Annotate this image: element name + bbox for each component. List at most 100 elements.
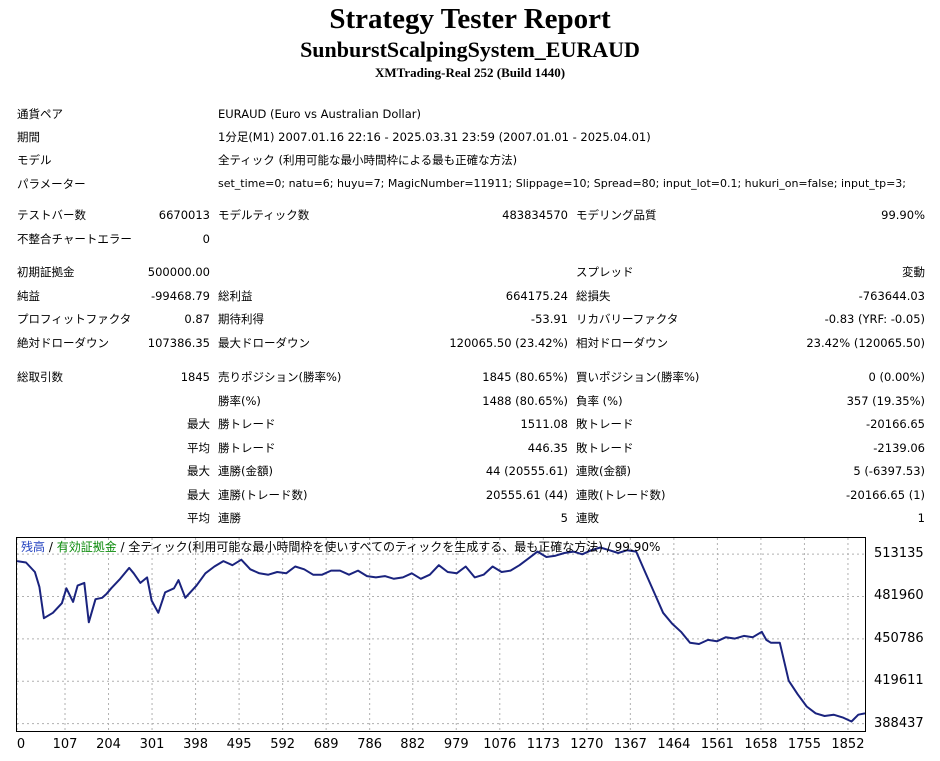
- max-consec-win-value: 44 (20555.61): [485, 464, 568, 478]
- max-dd-value: 120065.50 (23.42%): [449, 336, 568, 350]
- x-tick-label-3: 301: [139, 737, 165, 752]
- pf-value: 0.87: [184, 312, 210, 326]
- legend-equity: 有効証拠金: [56, 540, 117, 554]
- net-value: -99468.79: [150, 289, 210, 303]
- winrate-value: 1488 (80.65%): [482, 394, 568, 408]
- chart-plot: [17, 538, 865, 731]
- spread-label: スプレッド: [576, 265, 634, 279]
- max-consec-loss-value: 5 (-6397.53): [853, 464, 925, 478]
- gross-loss-label: 総損失: [576, 289, 611, 303]
- spread-value: 変動: [902, 265, 925, 279]
- avg-consec-win-label: 連勝: [218, 511, 241, 525]
- x-tick-label-15: 1464: [657, 737, 691, 752]
- avg-consec-win-value: 5: [560, 511, 568, 525]
- chart-legend: 残高 / 有効証拠金 / 全ティック(利用可能な最小時間枠を使いすべてのティック…: [21, 540, 660, 555]
- x-tick-label-11: 1076: [483, 737, 517, 752]
- period-label: 期間: [17, 130, 40, 144]
- total-trades-value: 1845: [180, 370, 210, 384]
- long-label: 買いポジション(勝率%): [576, 370, 700, 384]
- pf-label: プロフィットファクタ: [17, 312, 132, 326]
- avg-loss-value: -2139.06: [873, 441, 925, 455]
- largest-win-value: 1511.08: [520, 417, 568, 431]
- model-label: モデル: [17, 153, 52, 167]
- long-value: 0 (0.00%): [868, 370, 925, 384]
- x-tick-label-9: 882: [400, 737, 426, 752]
- legend-balance: 残高: [21, 540, 46, 554]
- x-tick-label-10: 979: [443, 737, 469, 752]
- rel-dd-label: 相対ドローダウン: [576, 336, 668, 350]
- x-tick-label-14: 1367: [613, 737, 647, 752]
- expected-value: -53.91: [530, 312, 568, 326]
- x-tick-label-0: 0: [16, 737, 26, 752]
- max-consec-win-label: 連勝(金額): [218, 464, 273, 478]
- largest-loss-value: -20166.65: [865, 417, 925, 431]
- lossrate-value: 357 (19.35%): [846, 394, 925, 408]
- avg-label-2: 平均: [187, 511, 210, 525]
- params-label: パラメーター: [17, 177, 86, 191]
- deposit-value: 500000.00: [147, 265, 210, 279]
- bars-value: 6670013: [158, 208, 210, 222]
- params-value: set_time=0; natu=6; huyu=7; MagicNumber=…: [218, 177, 907, 190]
- abs-dd-label: 絶対ドローダウン: [17, 336, 109, 350]
- report-subtitle: SunburstScalpingSystem_EURAUD: [300, 37, 640, 62]
- x-tick-label-16: 1561: [700, 737, 734, 752]
- legend-sep: /: [45, 540, 57, 554]
- x-tick-label-4: 398: [183, 737, 208, 752]
- x-tick-label-6: 592: [270, 737, 296, 752]
- winrate-label: 勝率(%): [218, 394, 261, 408]
- y-tick-label-4: 388437: [874, 715, 924, 731]
- recovery-label: リカバリーファクタ: [576, 312, 679, 326]
- y-tick-label-3: 419611: [874, 673, 924, 689]
- x-tick-label-17: 1658: [744, 737, 778, 752]
- lossrate-label: 負率 (%): [576, 394, 623, 408]
- balance-line-0: [17, 546, 865, 723]
- model-value: 全ティック (利用可能な最小時間枠による最も正確な方法): [218, 153, 518, 167]
- gross-profit-value: 664175.24: [505, 289, 568, 303]
- expected-label: 期待利得: [218, 312, 264, 326]
- avg-consec-loss-value: 1: [917, 511, 925, 525]
- avg-win-value: 446.35: [527, 441, 568, 455]
- bars-label: テストバー数: [17, 208, 86, 222]
- y-tick-label-0: 513135: [874, 546, 924, 562]
- symbol-label: 通貨ペア: [17, 107, 63, 121]
- max-consec-lossamt-value: -20166.65 (1): [846, 488, 925, 502]
- x-tick-label-8: 786: [357, 737, 383, 752]
- avg-consec-loss-label: 連敗: [576, 511, 599, 525]
- x-tick-label-5: 495: [226, 737, 252, 752]
- x-tick-label-2: 204: [96, 737, 121, 752]
- gross-loss-value: -763644.03: [858, 289, 925, 303]
- short-value: 1845 (80.65%): [482, 370, 568, 384]
- gross-profit-label: 総利益: [218, 289, 253, 303]
- legend-rest: / 全ティック(利用可能な最小時間枠を使いすべてのティックを生成する、最も正確な…: [116, 540, 661, 554]
- y-tick-label-2: 450786: [874, 630, 924, 646]
- total-trades-label: 総取引数: [17, 370, 63, 384]
- quality-value: 99.90%: [881, 208, 925, 222]
- net-label: 純益: [17, 289, 40, 303]
- mismatch-value: 0: [202, 232, 210, 246]
- max-label: 最大: [187, 417, 210, 431]
- ticks-value: 483834570: [502, 208, 568, 222]
- report-title: Strategy Tester Report: [329, 3, 611, 35]
- max-consec-profit-label: 連勝(トレード数): [218, 488, 308, 502]
- quality-label: モデリング品質: [576, 208, 657, 222]
- ticks-label: モデルティック数: [218, 208, 310, 222]
- x-tick-label-12: 1173: [526, 737, 560, 752]
- avg-label: 平均: [187, 441, 210, 455]
- x-tick-label-18: 1755: [787, 737, 821, 752]
- max-consec-profit-value: 20555.61 (44): [485, 488, 568, 502]
- avg-win-label: 勝トレード: [218, 441, 276, 455]
- symbol-value: EURAUD (Euro vs Australian Dollar): [218, 107, 422, 121]
- max-dd-label: 最大ドローダウン: [218, 336, 310, 350]
- period-value: 1分足(M1) 2007.01.16 22:16 - 2025.03.31 23…: [218, 130, 651, 144]
- deposit-label: 初期証拠金: [17, 265, 75, 279]
- server-info: XMTrading-Real 252 (Build 1440): [374, 65, 566, 80]
- max-label-2: 最大: [187, 464, 210, 478]
- max-consec-loss-label: 連敗(金額): [576, 464, 631, 478]
- y-tick-label-1: 481960: [874, 588, 924, 604]
- x-tick-label-13: 1270: [570, 737, 604, 752]
- largest-loss-label: 敗トレード: [576, 417, 634, 431]
- mismatch-label: 不整合チャートエラー: [17, 232, 132, 246]
- recovery-value: -0.83 (YRF: -0.05): [824, 312, 925, 326]
- short-label: 売りポジション(勝率%): [218, 370, 342, 384]
- abs-dd-value: 107386.35: [147, 336, 210, 350]
